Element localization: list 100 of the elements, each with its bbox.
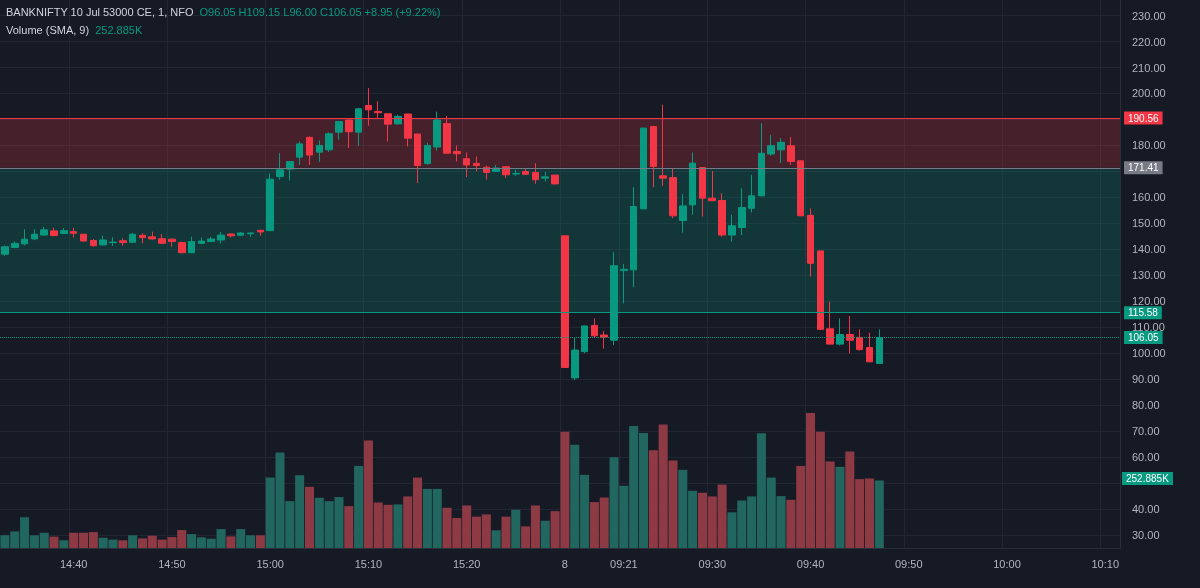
x-tick-label: 14:40	[59, 557, 88, 570]
candlestick	[512, 169, 520, 177]
candlestick	[31, 228, 38, 241]
y-tick-label: 80.00	[1132, 399, 1160, 412]
candlestick	[463, 151, 470, 178]
bar	[255, 535, 265, 548]
candlestick	[217, 231, 225, 244]
y-tick-label: 140.00	[1132, 243, 1166, 256]
candlestick	[247, 231, 254, 238]
candlestick	[856, 328, 863, 352]
bar	[118, 540, 128, 548]
candlestick	[758, 122, 765, 197]
candlestick	[99, 235, 107, 246]
candlestick	[40, 226, 48, 237]
candlestick	[276, 152, 284, 181]
x-tick-label: 09:21	[610, 557, 638, 570]
candlestick	[600, 330, 608, 350]
candlestick	[50, 227, 58, 237]
x-tick-label: 10:10	[1091, 557, 1120, 570]
candlestick	[335, 120, 343, 141]
candlestick	[453, 144, 461, 163]
bar	[49, 536, 59, 548]
ref-line-label: 190.56	[1128, 112, 1160, 124]
y-tick-label: 70.00	[1132, 425, 1160, 438]
candlestick	[129, 232, 136, 244]
candlestick	[866, 332, 873, 363]
candlestick	[797, 160, 804, 217]
bar	[304, 486, 314, 548]
candlestick	[198, 236, 205, 245]
candlestick	[178, 241, 186, 254]
bar	[59, 540, 69, 548]
candlestick	[650, 125, 657, 188]
x-tick-label: 09:50	[895, 557, 923, 570]
candlestick	[679, 193, 687, 234]
x-tick-label: 8	[561, 557, 568, 570]
candlestick	[21, 228, 28, 246]
candlestick	[728, 214, 736, 243]
candlestick	[80, 233, 87, 243]
bar	[835, 466, 845, 548]
candlestick	[846, 315, 854, 354]
candlestick	[718, 192, 726, 238]
candlestick	[433, 111, 441, 152]
bar	[501, 516, 511, 548]
candlestick	[748, 174, 755, 213]
candlestick	[669, 167, 677, 219]
y-tick-label: 210.00	[1132, 61, 1166, 74]
candlestick	[561, 235, 569, 368]
candlestick	[532, 162, 539, 185]
y-tick-label: 40.00	[1132, 503, 1160, 516]
candlestick	[817, 250, 824, 330]
candlestick	[60, 227, 68, 235]
candlestick	[777, 137, 785, 164]
text: 252.885K	[1122, 472, 1173, 485]
y-tick-label: 100.00	[1132, 347, 1166, 360]
y-tick-label: 200.00	[1132, 87, 1166, 100]
bar	[354, 465, 364, 548]
candlestick	[355, 107, 362, 147]
x-tick-label: 15:00	[256, 557, 284, 570]
y-tick-label: 110.00	[1132, 321, 1165, 334]
candlestick	[148, 231, 156, 240]
candlestick	[139, 232, 146, 244]
candlestick	[522, 167, 529, 176]
candlestick	[640, 127, 647, 210]
candlestick	[168, 237, 176, 248]
y-tick-label: 60.00	[1132, 451, 1160, 464]
candlestick	[227, 233, 235, 239]
y-tick-label: 150.00	[1132, 217, 1166, 230]
y-tick-label: 230.00	[1132, 9, 1166, 22]
candlestick	[767, 134, 775, 157]
text: O96.05 H109.15 L96.00 C106.05 +8.95 (+9.22%)	[199, 6, 441, 18]
x-tick-label: 09:40	[796, 557, 825, 570]
bar	[393, 504, 403, 548]
y-tick-label: 160.00	[1132, 191, 1166, 204]
candlestick	[699, 167, 706, 218]
candlestick	[424, 142, 431, 166]
y-tick-label: 220.00	[1132, 35, 1166, 48]
ref-line-label: 115.58	[1128, 307, 1159, 319]
candlestick	[473, 155, 480, 172]
candlestick	[325, 131, 333, 153]
y-tick-label: 130.00	[1132, 269, 1166, 282]
bar	[511, 509, 521, 548]
candlestick	[119, 237, 127, 247]
y-tick-label: 30.00	[1132, 529, 1160, 542]
candlestick	[70, 227, 77, 239]
ref-line-label: 106.05	[1128, 332, 1160, 343]
candlestick	[188, 236, 195, 254]
candlestick	[306, 135, 313, 166]
ref-line-label: 171.41	[1128, 162, 1160, 174]
bar	[491, 530, 501, 548]
candlestick	[689, 151, 696, 216]
candlestick	[738, 187, 746, 236]
candlestick	[11, 241, 19, 249]
candlestick	[316, 140, 323, 163]
x-tick-label: 10:00	[993, 557, 1021, 570]
candlestick	[630, 186, 637, 288]
x-tick-label: 09:30	[698, 557, 727, 570]
y-tick-label: 180.00	[1132, 139, 1166, 152]
text: BANKNIFTY 10 Jul 53000 CE, 1, NFO	[6, 6, 194, 18]
candlestick	[620, 263, 628, 304]
bar	[874, 480, 884, 548]
